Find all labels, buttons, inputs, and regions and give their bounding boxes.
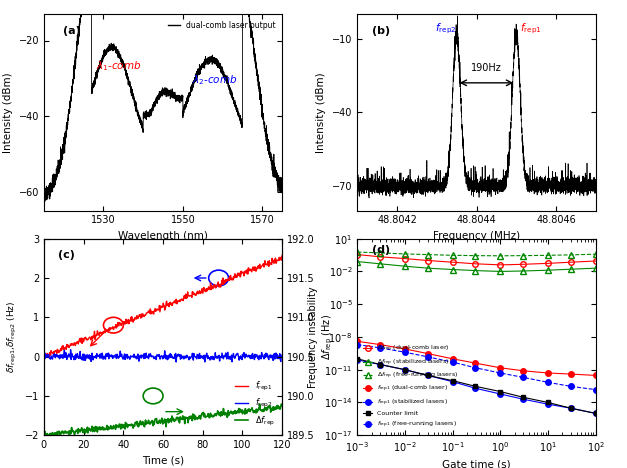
Line: $\Delta f_{\rm rep}$: $\Delta f_{\rm rep}$ xyxy=(44,404,282,440)
X-axis label: Time (s): Time (s) xyxy=(142,456,184,466)
$\Delta f_{\rm rep}$ xyxy=(236,409,243,414)
Text: $f_{\rm rep2}$: $f_{\rm rep2}$ xyxy=(435,22,456,37)
X-axis label: Gate time (s): Gate time (s) xyxy=(442,460,511,468)
$f_{\rm rep2}$ xyxy=(67,347,75,352)
$\Delta f_{\rm rep}$ xyxy=(155,418,163,424)
$f_{\rm rep1}$ xyxy=(236,272,243,278)
$\Delta f_{\rm rep}$ xyxy=(278,403,286,409)
Y-axis label: Frequency instability: Frequency instability xyxy=(308,286,319,388)
$f_{\rm rep2}$ xyxy=(236,356,244,362)
$f_{\rm rep2}$ xyxy=(155,352,163,358)
$\Delta f_{\rm rep}$ xyxy=(278,401,285,407)
Y-axis label: Intensity (dBm): Intensity (dBm) xyxy=(317,72,327,153)
Line: $f_{\rm rep2}$: $f_{\rm rep2}$ xyxy=(44,350,282,362)
Text: (c): (c) xyxy=(58,250,75,261)
$f_{\rm rep2}$ xyxy=(278,352,286,358)
Text: (b): (b) xyxy=(372,26,390,36)
Y-axis label: $\Delta f_{\rm rep}$ (Hz): $\Delta f_{\rm rep}$ (Hz) xyxy=(320,314,335,360)
$f_{\rm rep1}$ xyxy=(40,351,48,357)
$f_{\rm rep2}$ xyxy=(172,359,180,365)
$f_{\rm rep1}$ xyxy=(278,253,286,258)
$\Delta f_{\rm rep}$ xyxy=(273,403,281,409)
$f_{\rm rep2}$ xyxy=(154,352,161,358)
$\Delta f_{\rm rep}$ xyxy=(40,432,48,438)
$f_{\rm rep1}$ xyxy=(182,296,190,301)
$\Delta f_{\rm rep}$ xyxy=(182,415,190,421)
$f_{\rm rep1}$ xyxy=(273,257,281,263)
Legend: $\Delta f_{\rm rep}$ (dual-comb laser), $\Delta f_{\rm rep}$ (stabilized lasers): $\Delta f_{\rm rep}$ (dual-comb laser), … xyxy=(361,342,461,432)
Text: $\lambda_1$-comb: $\lambda_1$-comb xyxy=(97,59,142,73)
$f_{\rm rep1}$ xyxy=(41,355,49,360)
Text: $\lambda_2$-comb: $\lambda_2$-comb xyxy=(192,73,237,87)
X-axis label: Wavelength (nm): Wavelength (nm) xyxy=(118,231,208,241)
$\Delta f_{\rm rep}$ xyxy=(154,419,161,425)
Text: (d): (d) xyxy=(372,245,390,255)
Text: $f_{\rm rep1}$: $f_{\rm rep1}$ xyxy=(520,22,542,37)
Text: 190Hz: 190Hz xyxy=(471,63,502,73)
$f_{\rm rep1}$ xyxy=(169,300,177,306)
Legend: $f_{\rm rep1}$, $f_{\rm rep2}$, $\Delta f_{\rm rep}$: $f_{\rm rep1}$, $f_{\rm rep2}$, $\Delta … xyxy=(232,377,278,431)
$\Delta f_{\rm rep}$ xyxy=(169,415,177,421)
Y-axis label: $\delta f_{\rm rep1}$,$\delta f_{\rm rep2}$ (Hz): $\delta f_{\rm rep1}$,$\delta f_{\rm rep… xyxy=(6,301,19,373)
$f_{\rm rep2}$ xyxy=(40,356,48,362)
$f_{\rm rep2}$ xyxy=(169,355,177,361)
$\Delta f_{\rm rep}$ xyxy=(47,437,55,443)
Y-axis label: Intensity (dBm): Intensity (dBm) xyxy=(3,72,13,153)
$f_{\rm rep2}$ xyxy=(273,351,281,357)
Line: $f_{\rm rep1}$: $f_{\rm rep1}$ xyxy=(44,256,282,358)
Text: (a): (a) xyxy=(63,26,81,36)
X-axis label: Frequency (MHz): Frequency (MHz) xyxy=(433,231,520,241)
$f_{\rm rep2}$ xyxy=(183,352,191,358)
$f_{\rm rep1}$ xyxy=(154,307,161,313)
$f_{\rm rep1}$ xyxy=(155,306,163,312)
Legend: dual-comb laser output: dual-comb laser output xyxy=(165,18,278,33)
